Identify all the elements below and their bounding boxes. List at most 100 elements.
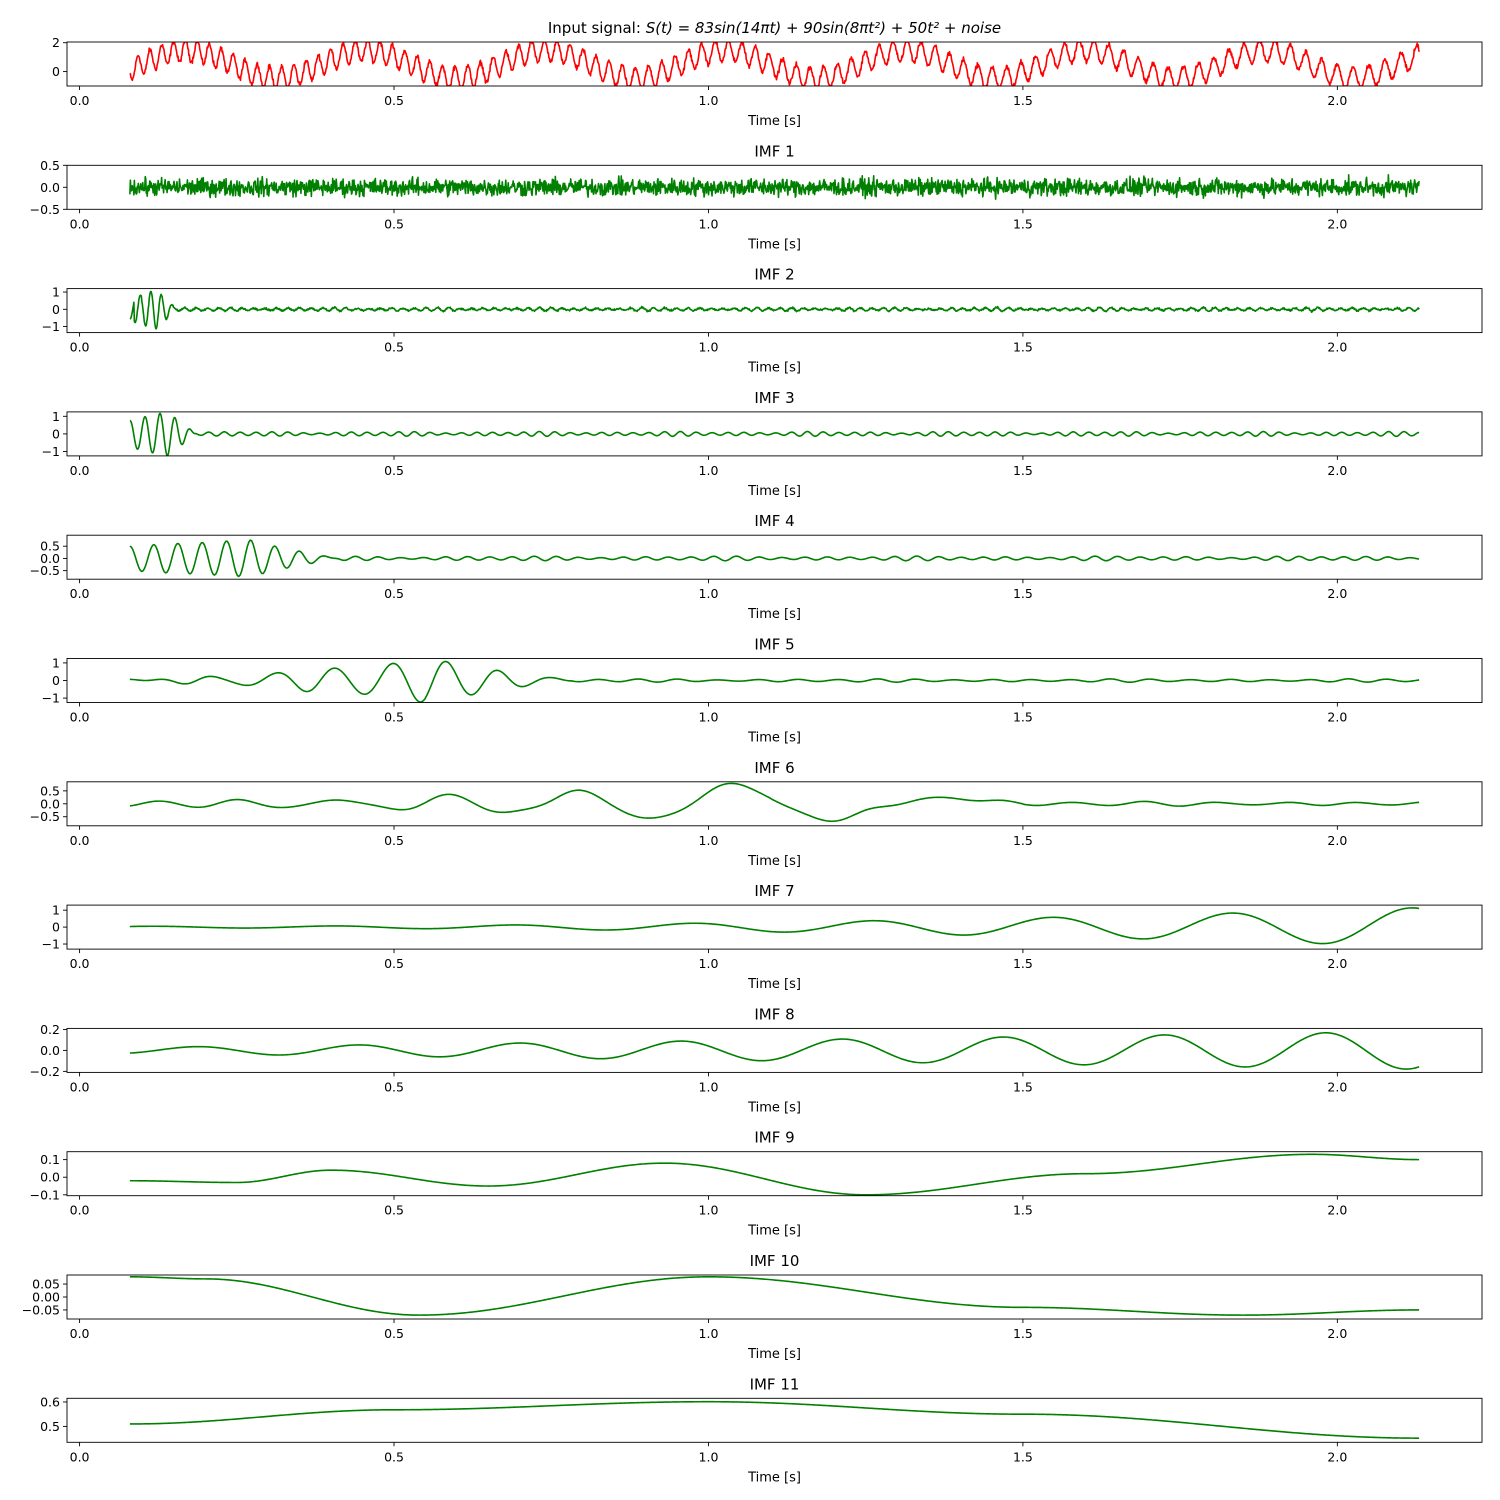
x-tick-label: 2.0 (1327, 710, 1347, 725)
imf-title: IMF 5 (754, 636, 794, 654)
x-tick-label: 1.0 (699, 1326, 719, 1341)
y-tick-label: 0.1 (40, 1152, 60, 1167)
signal-line (129, 174, 1420, 201)
y-tick-label: 0 (52, 426, 60, 441)
imf-title: IMF 11 (750, 1375, 800, 1393)
x-tick-label: 0.5 (384, 463, 404, 478)
panel-7: IMF 7 −1 0 1 0.0 0.5 1.0 1.5 2.0 Time [s] (42, 882, 1483, 992)
x-tick-label: 1.0 (699, 216, 719, 231)
x-tick-label: 1.5 (1013, 1449, 1033, 1464)
x-tick-label: 1.5 (1013, 1326, 1033, 1341)
x-tick-label: 0.0 (70, 1203, 90, 1218)
x-tick-label: 1.5 (1013, 463, 1033, 478)
imf-title: IMF 1 (754, 142, 794, 160)
signal-line (129, 1400, 1420, 1439)
x-tick-label: 0.0 (70, 833, 90, 848)
y-tick-label: 0.0 (40, 796, 60, 811)
x-tick-label: 2.0 (1327, 956, 1347, 971)
y-tick-label: 0.5 (40, 158, 60, 173)
x-tick-label: 0.0 (70, 956, 90, 971)
y-tick-label: 0.5 (40, 539, 60, 554)
y-tick-label: 0.0 (40, 1170, 60, 1185)
y-tick-label: −1 (42, 444, 60, 459)
y-tick-label: 0.00 (32, 1290, 60, 1305)
y-tick-label: −0.05 (22, 1302, 60, 1317)
x-tick-label: 1.0 (699, 340, 719, 355)
x-axis-label: Time [s] (747, 607, 801, 622)
x-tick-label: 2.0 (1327, 1079, 1347, 1094)
y-tick-label: 0 (52, 920, 60, 935)
panel-0: Input signal: S(t) = 83sin(14πt) + 90sin… (52, 19, 1483, 129)
x-tick-label: 0.5 (384, 710, 404, 725)
panel-1: IMF 1 −0.5 0.0 0.5 0.0 0.5 1.0 1.5 2.0 Time [s] (30, 142, 1483, 252)
y-tick-label: −0.5 (30, 563, 60, 578)
x-tick-label: 0.0 (70, 710, 90, 725)
x-tick-label: 0.5 (384, 93, 404, 108)
x-tick-label: 1.0 (699, 710, 719, 725)
signal-line (129, 539, 1420, 578)
signal-line (129, 1276, 1420, 1316)
axes-frame (66, 411, 1483, 457)
x-tick-label: 0.5 (384, 586, 404, 601)
x-tick-label: 0.5 (384, 1449, 404, 1464)
x-tick-label: 0.0 (70, 340, 90, 355)
x-axis-label: Time [s] (747, 1224, 801, 1239)
signal-line (129, 1031, 1420, 1070)
x-tick-label: 2.0 (1327, 1326, 1347, 1341)
x-tick-label: 2.0 (1327, 216, 1347, 231)
y-tick-label: −0.5 (30, 809, 60, 824)
x-tick-label: 1.5 (1013, 93, 1033, 108)
signal-line (129, 782, 1420, 823)
x-axis-label: Time [s] (747, 484, 801, 499)
x-tick-label: 1.0 (699, 93, 719, 108)
axes-frame (66, 1397, 1483, 1443)
signal-line (129, 412, 1420, 456)
x-tick-label: 0.5 (384, 1203, 404, 1218)
x-tick-label: 2.0 (1327, 586, 1347, 601)
imf-title: IMF 4 (754, 512, 794, 530)
x-axis-label: Time [s] (747, 731, 801, 746)
x-tick-label: 1.0 (699, 833, 719, 848)
x-tick-label: 0.5 (384, 833, 404, 848)
panel-2: IMF 2 −1 0 1 0.0 0.5 1.0 1.5 2.0 Time [s] (42, 266, 1483, 376)
y-tick-label: 0.5 (40, 1419, 60, 1434)
x-tick-label: 1.0 (699, 463, 719, 478)
axes-frame (66, 1027, 1483, 1073)
y-tick-label: 0.05 (32, 1277, 60, 1292)
y-tick-label: −1 (42, 319, 60, 334)
title-prefix: Input signal: (548, 19, 646, 37)
x-tick-label: 0.5 (384, 1326, 404, 1341)
y-tick-label: 1 (52, 285, 60, 300)
x-tick-label: 2.0 (1327, 463, 1347, 478)
x-tick-label: 0.0 (70, 93, 90, 108)
x-axis-label: Time [s] (747, 237, 801, 252)
imf-title: IMF 8 (754, 1005, 794, 1023)
panel-3: IMF 3 −1 0 1 0.0 0.5 1.0 1.5 2.0 Time [s] (42, 389, 1483, 499)
panel-5: IMF 5 −1 0 1 0.0 0.5 1.0 1.5 2.0 Time [s] (42, 636, 1483, 746)
x-axis-label: Time [s] (747, 1100, 801, 1115)
y-tick-label: 0 (52, 64, 60, 79)
signal-line (129, 660, 1420, 703)
y-tick-label: −0.1 (30, 1187, 60, 1202)
y-tick-label: 0 (52, 302, 60, 317)
panel-11: IMF 11 0.5 0.6 0.0 0.5 1.0 1.5 2.0 Time [s] (40, 1375, 1483, 1485)
imf-title: IMF 6 (754, 759, 794, 777)
x-tick-label: 2.0 (1327, 1449, 1347, 1464)
x-tick-label: 0.0 (70, 1449, 90, 1464)
x-tick-label: 2.0 (1327, 93, 1347, 108)
signal-line (129, 1153, 1420, 1196)
x-tick-label: 0.0 (70, 1326, 90, 1341)
imf-title: IMF 10 (750, 1252, 800, 1270)
x-tick-label: 1.5 (1013, 833, 1033, 848)
imf-title: IMF 9 (754, 1129, 794, 1147)
x-tick-label: 1.0 (699, 1449, 719, 1464)
y-tick-label: 1 (52, 409, 60, 424)
x-tick-label: 0.5 (384, 216, 404, 231)
axes-frame (66, 534, 1483, 580)
axes-frame (66, 41, 1483, 87)
panel-9: IMF 9 −0.1 0.0 0.1 0.0 0.5 1.0 1.5 2.0 Time [s] (30, 1129, 1483, 1239)
y-tick-label: 1 (52, 903, 60, 918)
